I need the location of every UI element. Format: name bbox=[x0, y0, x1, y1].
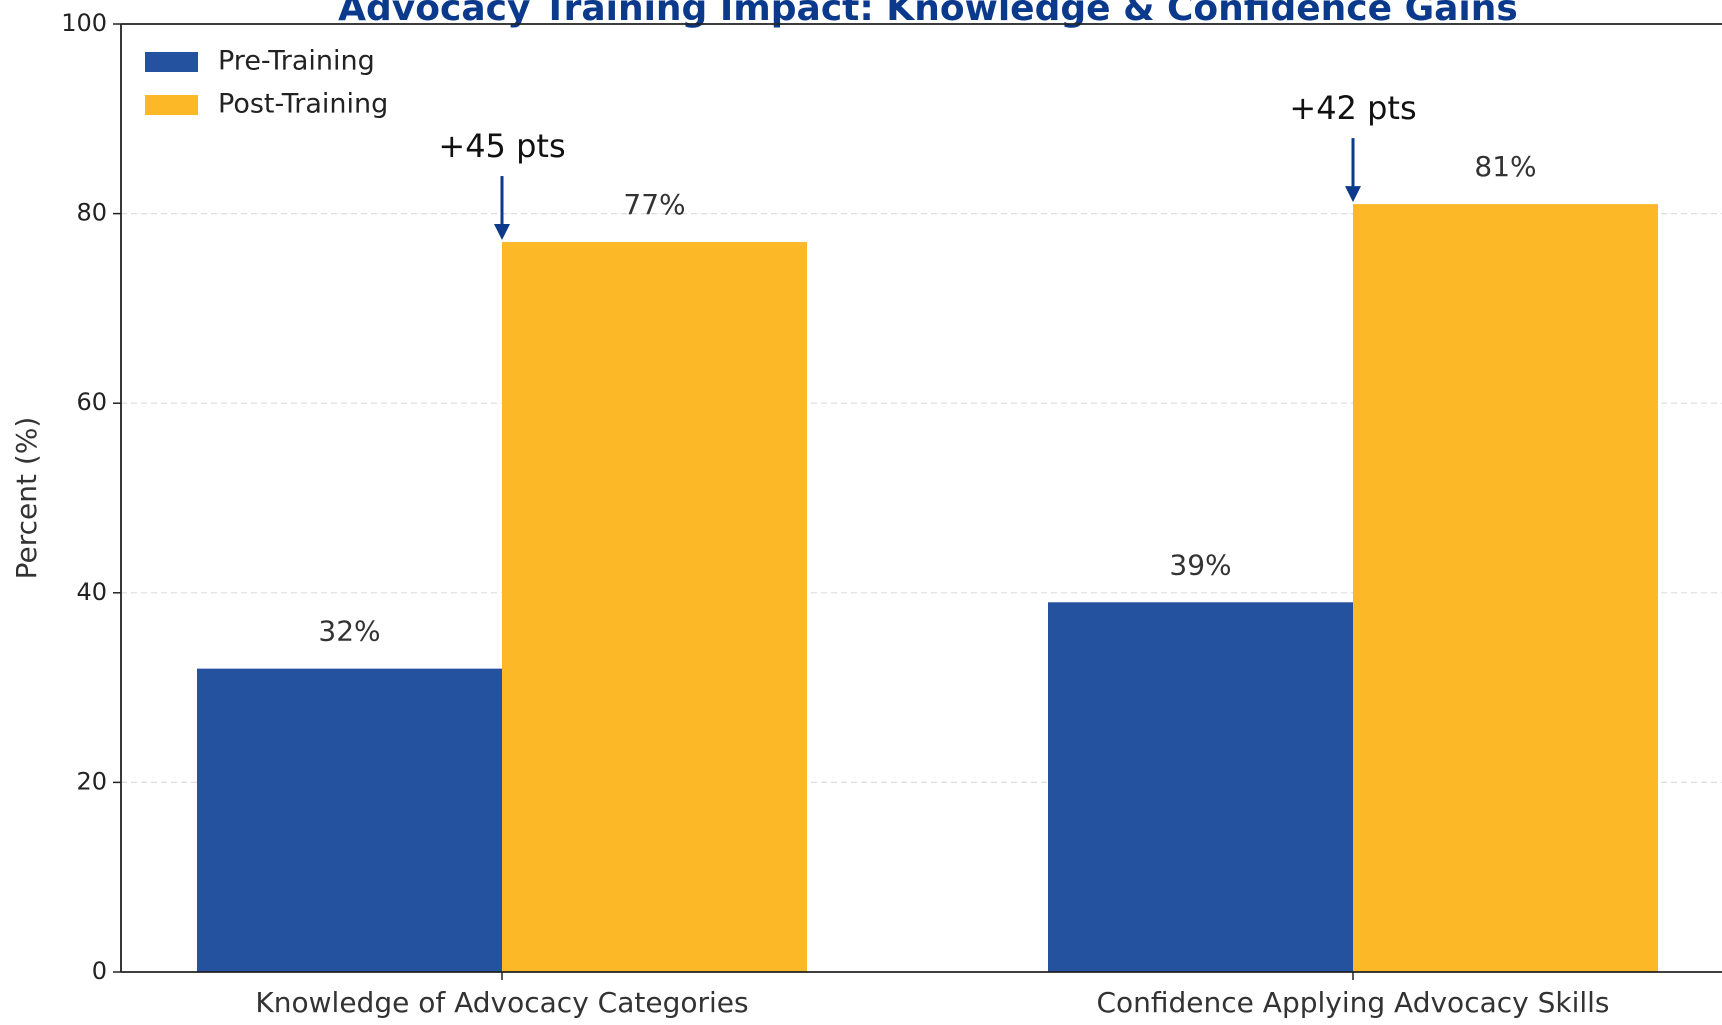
legend-swatch bbox=[145, 95, 198, 115]
value-label: 81% bbox=[1474, 150, 1536, 183]
value-label: 32% bbox=[318, 615, 380, 648]
x-tick-label: Knowledge of Advocacy Categories bbox=[255, 986, 748, 1019]
annotation-arrowhead bbox=[1345, 186, 1361, 203]
y-tick-label: 0 bbox=[92, 957, 107, 985]
legend-label: Pre-Training bbox=[218, 46, 375, 77]
y-tick-label: 40 bbox=[76, 578, 107, 606]
value-label: 39% bbox=[1169, 548, 1231, 581]
annotation-arrowhead bbox=[494, 224, 510, 241]
annotation: +42 pts bbox=[1289, 89, 1416, 127]
bar bbox=[197, 668, 502, 972]
bar bbox=[1048, 602, 1353, 972]
x-tick-label: Confidence Applying Advocacy Skills bbox=[1096, 986, 1609, 1019]
y-tick-label: 60 bbox=[76, 388, 107, 416]
bar bbox=[502, 242, 807, 973]
value-label: 77% bbox=[623, 188, 685, 221]
legend-label: Post-Training bbox=[218, 89, 388, 120]
y-tick-label: 100 bbox=[61, 9, 107, 37]
annotation: +45 pts bbox=[438, 127, 565, 165]
y-tick-label: 20 bbox=[76, 767, 107, 795]
bar bbox=[1353, 204, 1658, 972]
y-axis-label: Percent (%) bbox=[10, 417, 43, 580]
legend-swatch bbox=[145, 52, 198, 72]
y-tick-label: 80 bbox=[76, 199, 107, 227]
